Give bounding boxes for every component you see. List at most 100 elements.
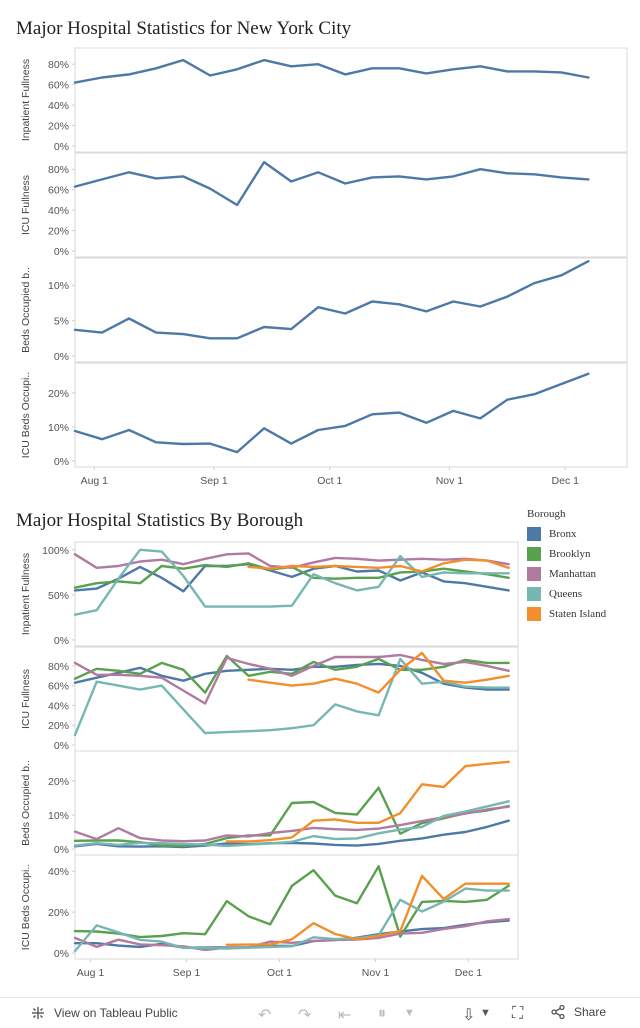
tableau-toolbar: View on Tableau Public ↶ ↷ ⇤ ⏸ ▼ ⇩ ▼ ⛶ S… bbox=[0, 997, 640, 1028]
panel-frame bbox=[74, 152, 628, 258]
series-line-staten-island[interactable] bbox=[247, 558, 510, 573]
y-axis-label: ICU Fullness bbox=[20, 669, 32, 729]
y-tick-label: 0% bbox=[54, 844, 69, 856]
series-line-queens[interactable] bbox=[73, 657, 510, 737]
borough-chart-title: Major Hospital Statistics By Borough bbox=[16, 510, 304, 531]
panel-frame bbox=[74, 854, 519, 960]
download-dropdown-icon[interactable]: ▼ bbox=[480, 1007, 491, 1019]
legend-label: Bronx bbox=[549, 528, 577, 540]
x-tick-label: Aug 1 bbox=[77, 967, 105, 979]
x-tick-label: Sep 1 bbox=[173, 967, 201, 979]
legend-item-bronx[interactable]: Bronx bbox=[527, 524, 606, 544]
y-tick-label: 40% bbox=[48, 866, 69, 878]
x-tick-label: Sep 1 bbox=[200, 475, 228, 487]
revert-icon[interactable]: ⇤ bbox=[338, 1007, 352, 1024]
y-tick-label: 0% bbox=[54, 246, 69, 258]
y-tick-label: 20% bbox=[48, 907, 69, 919]
y-tick-label: 60% bbox=[48, 681, 69, 693]
panel-frame bbox=[74, 47, 628, 153]
legend-label: Manhattan bbox=[549, 568, 597, 580]
legend-item-brooklyn[interactable]: Brooklyn bbox=[527, 544, 606, 564]
legend-item-manhattan[interactable]: Manhattan bbox=[527, 564, 606, 584]
legend-swatch bbox=[527, 607, 541, 621]
y-tick-label: 60% bbox=[48, 185, 69, 197]
series-line-manhattan[interactable] bbox=[73, 917, 510, 952]
y-tick-label: 20% bbox=[48, 720, 69, 732]
series-line-queens[interactable] bbox=[73, 800, 510, 848]
y-tick-label: 80% bbox=[48, 164, 69, 176]
y-tick-label: 5% bbox=[54, 316, 69, 328]
y-axis-label: ICU Beds Occupi.. bbox=[20, 372, 32, 458]
x-tick-label: Nov 1 bbox=[362, 967, 390, 979]
y-tick-label: 10% bbox=[48, 422, 69, 434]
y-axis-label: Beds Occupied b.. bbox=[20, 267, 32, 353]
legend-label: Staten Island bbox=[549, 608, 607, 620]
view-on-tableau-label: View on Tableau Public bbox=[54, 1006, 178, 1020]
y-tick-label: 100% bbox=[42, 545, 69, 557]
panel-frame bbox=[74, 541, 519, 647]
x-tick-label: Nov 1 bbox=[436, 475, 464, 487]
y-axis-label: ICU Beds Occupi.. bbox=[20, 864, 32, 950]
y-tick-label: 10% bbox=[48, 280, 69, 292]
series-line-brooklyn[interactable] bbox=[73, 654, 510, 694]
series-line-city[interactable] bbox=[73, 58, 590, 84]
y-axis-label: Beds Occupied b.. bbox=[20, 760, 32, 846]
legend-title: Borough bbox=[527, 508, 566, 520]
series-line-staten-island[interactable] bbox=[225, 874, 510, 946]
share-label: Share bbox=[574, 1005, 607, 1019]
legend-item-staten-island[interactable]: Staten Island bbox=[527, 604, 606, 624]
legend-swatch bbox=[527, 567, 541, 581]
legend-item-queens[interactable]: Queens bbox=[527, 584, 606, 604]
series-line-queens[interactable] bbox=[73, 887, 510, 953]
y-tick-label: 80% bbox=[48, 661, 69, 673]
share-button[interactable]: Share bbox=[550, 1004, 606, 1020]
pause-icon[interactable]: ⏸ bbox=[378, 1005, 387, 1022]
download-icon[interactable]: ⇩ bbox=[462, 1007, 476, 1024]
series-line-city[interactable] bbox=[73, 372, 590, 454]
redo-icon[interactable]: ↷ bbox=[298, 1007, 312, 1024]
view-on-tableau-link[interactable]: View on Tableau Public bbox=[30, 1005, 178, 1021]
y-tick-label: 20% bbox=[48, 388, 69, 400]
pause-dropdown-icon[interactable]: ▼ bbox=[404, 1007, 415, 1019]
x-tick-label: Dec 1 bbox=[455, 967, 483, 979]
y-tick-label: 50% bbox=[48, 590, 69, 602]
y-tick-label: 20% bbox=[48, 226, 69, 238]
borough-legend: Borough Bronx Brooklyn Manhattan Queens … bbox=[527, 508, 606, 624]
city-chart: Inpatient Fullness 0% 20% 40% 60% 80% ICU Full… bbox=[20, 47, 628, 487]
y-axis-label: Inpatient Fullness bbox=[20, 59, 32, 141]
series-line-brooklyn[interactable] bbox=[73, 865, 510, 939]
y-tick-label: 60% bbox=[48, 80, 69, 92]
y-tick-label: 0% bbox=[54, 351, 69, 363]
y-tick-label: 0% bbox=[54, 635, 69, 647]
x-tick-label: Dec 1 bbox=[552, 475, 580, 487]
series-line-manhattan[interactable] bbox=[73, 653, 510, 705]
series-line-city[interactable] bbox=[73, 260, 590, 340]
x-tick-label: Oct 1 bbox=[267, 967, 292, 979]
series-line-bronx[interactable] bbox=[73, 563, 510, 593]
city-chart-title: Major Hospital Statistics for New York C… bbox=[16, 18, 352, 39]
y-axis-label: Inpatient Fullness bbox=[20, 553, 32, 635]
y-tick-label: 0% bbox=[54, 141, 69, 153]
legend-swatch bbox=[527, 547, 541, 561]
x-tick-label: Oct 1 bbox=[317, 475, 342, 487]
y-tick-label: 80% bbox=[48, 59, 69, 71]
y-tick-label: 20% bbox=[48, 776, 69, 788]
series-line-staten-island[interactable] bbox=[247, 651, 510, 694]
y-axis-label: ICU Fullness bbox=[20, 175, 32, 235]
series-line-manhattan[interactable] bbox=[73, 552, 510, 569]
x-tick-label: Aug 1 bbox=[81, 475, 109, 487]
tableau-logo-icon bbox=[32, 1007, 44, 1019]
series-line-staten-island[interactable] bbox=[225, 760, 510, 843]
undo-icon[interactable]: ↶ bbox=[258, 1007, 272, 1024]
y-tick-label: 40% bbox=[48, 100, 69, 112]
legend-label: Brooklyn bbox=[549, 548, 591, 560]
series-line-city[interactable] bbox=[73, 160, 590, 207]
series-line-queens[interactable] bbox=[73, 548, 510, 616]
y-tick-label: 40% bbox=[48, 700, 69, 712]
y-tick-label: 40% bbox=[48, 205, 69, 217]
fullscreen-icon[interactable]: ⛶ bbox=[512, 1005, 524, 1022]
legend-swatch bbox=[527, 587, 541, 601]
y-tick-label: 20% bbox=[48, 121, 69, 133]
legend-swatch bbox=[527, 527, 541, 541]
share-icon bbox=[551, 1004, 565, 1020]
